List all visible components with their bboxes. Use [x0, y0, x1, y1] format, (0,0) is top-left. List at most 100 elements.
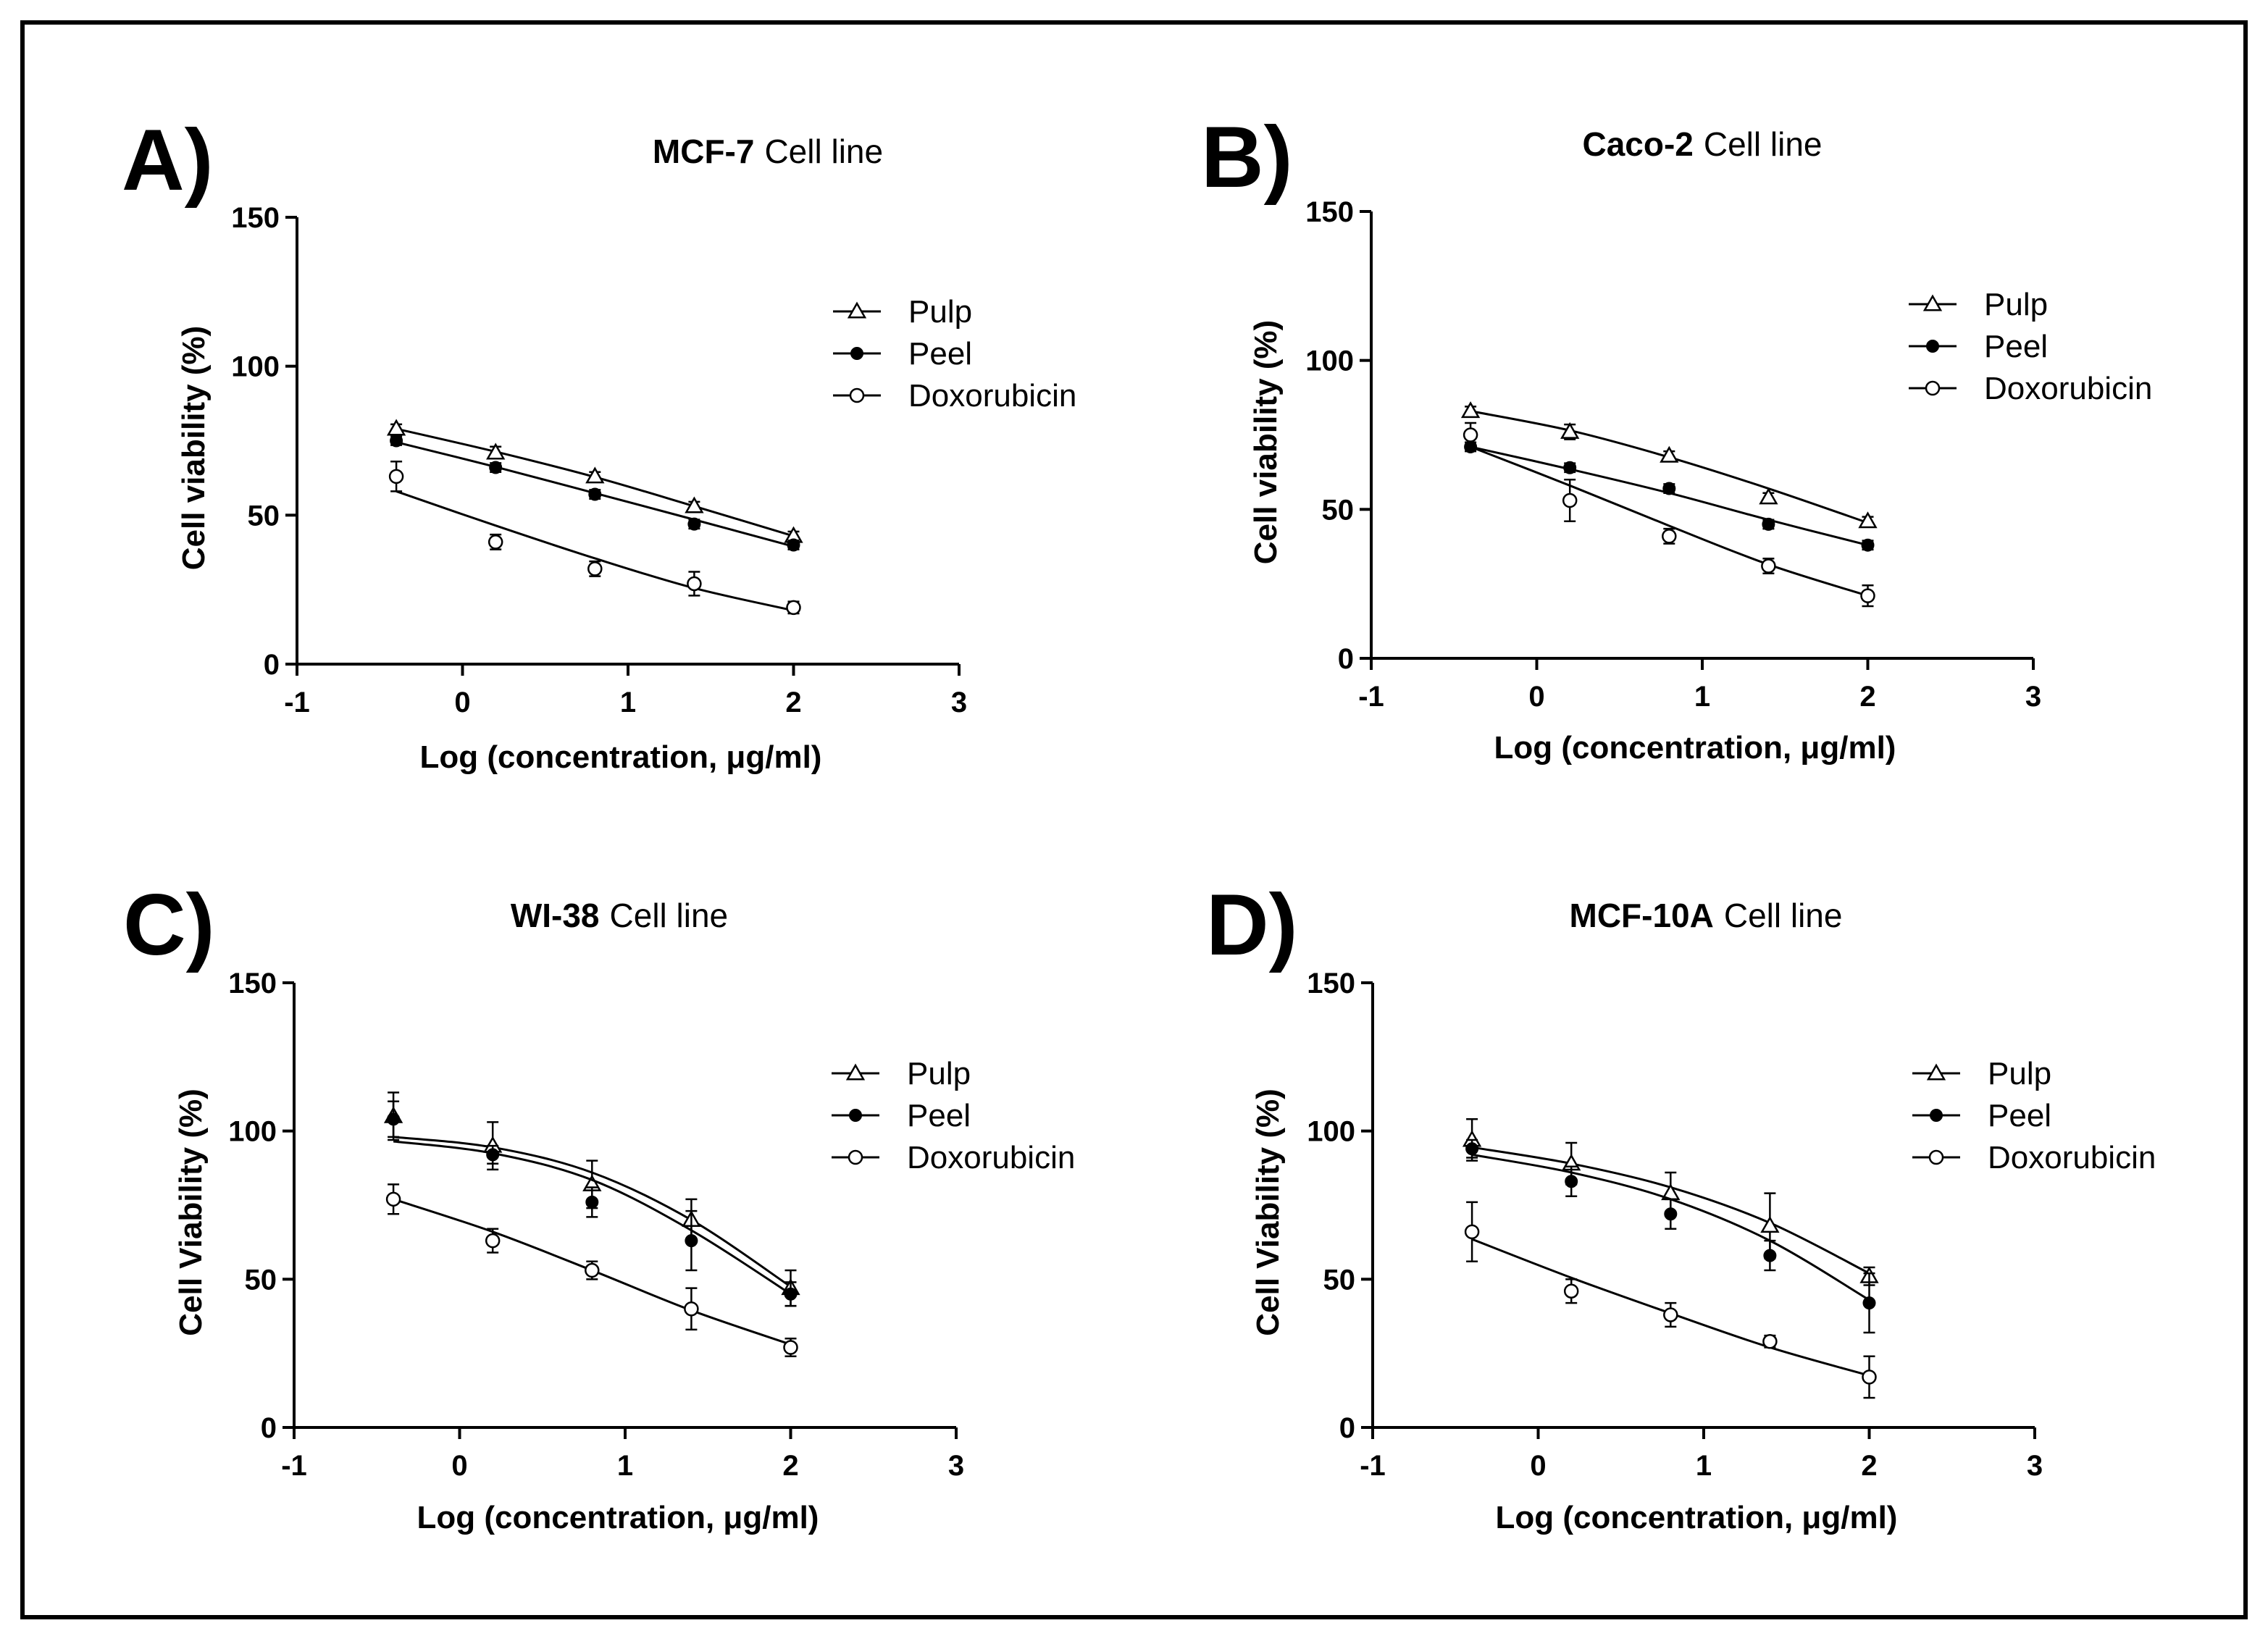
- panel-label: B): [1201, 109, 1293, 206]
- data-point: [585, 1195, 599, 1209]
- fit-curve: [1470, 445, 1868, 597]
- panel-label: D): [1206, 876, 1298, 973]
- data-point: [1465, 1142, 1479, 1156]
- legend-label: Doxorubicin: [908, 378, 1076, 414]
- data-point: [687, 517, 701, 531]
- series-pulp: [386, 419, 803, 543]
- series-peel: [1464, 440, 1875, 552]
- series-doxorubicin: [385, 1183, 798, 1358]
- x-axis-label: Log (concentration, μg/ml): [417, 1500, 819, 1535]
- y-axis-label: Cell viability (%): [1248, 320, 1284, 564]
- data-point: [684, 1301, 699, 1317]
- chart-title-cell-name: Caco-2: [1582, 125, 1693, 163]
- x-tick-label: 3: [2025, 681, 2041, 713]
- panel-label: C): [123, 876, 215, 973]
- data-point: [1861, 538, 1875, 552]
- legend-label: Pulp: [908, 294, 972, 330]
- data-point: [587, 561, 603, 576]
- legend-label: Peel: [1988, 1098, 2051, 1133]
- x-tick-label: -1: [1358, 681, 1384, 713]
- y-tick-label: 150: [228, 968, 277, 999]
- x-tick-label: -1: [1360, 1450, 1386, 1482]
- data-point: [1662, 529, 1677, 544]
- data-point: [485, 1233, 501, 1249]
- legend-marker: [849, 1109, 862, 1122]
- legend-marker: [845, 1063, 866, 1081]
- x-tick-label: 2: [782, 1450, 798, 1482]
- y-tick-label: 50: [1323, 1264, 1356, 1296]
- x-tick-label: 0: [1530, 1450, 1546, 1482]
- y-tick-label: 150: [1307, 968, 1355, 999]
- fit-curve: [393, 1140, 792, 1296]
- y-axis-label: Cell viability (%): [176, 326, 212, 570]
- x-tick-label: 0: [454, 687, 470, 718]
- x-tick-label: 3: [951, 687, 967, 718]
- legend-label: Doxorubicin: [1984, 371, 2152, 406]
- x-tick-label: 2: [1861, 1450, 1877, 1482]
- legend: Pulp Peel Doxorubicin: [832, 1056, 1075, 1175]
- legend-marker: [1926, 1063, 1946, 1081]
- data-point: [588, 487, 602, 501]
- chart-title-suffix: Cell line: [1724, 897, 1843, 934]
- fit-curve: [396, 490, 794, 612]
- data-point: [787, 538, 800, 552]
- x-tick-label: 1: [620, 687, 636, 718]
- data-point: [685, 1234, 698, 1248]
- data-point: [1761, 558, 1776, 574]
- x-axis-label: Log (concentration, μg/ml): [1494, 730, 1896, 766]
- data-point: [385, 1191, 401, 1207]
- chart-title-cell-name: MCF-7: [653, 133, 755, 170]
- legend-label: Pulp: [907, 1056, 971, 1091]
- data-point: [1759, 487, 1778, 505]
- data-point: [786, 600, 801, 616]
- legend-label: Doxorubicin: [907, 1140, 1075, 1175]
- data-point: [486, 443, 506, 460]
- data-point: [1862, 1370, 1877, 1385]
- series-peel: [390, 434, 800, 552]
- data-point: [1563, 461, 1577, 474]
- data-point: [1858, 511, 1878, 529]
- legend-marker: [1930, 1109, 1943, 1122]
- chart-title-suffix: Cell line: [610, 897, 729, 934]
- series-doxorubicin: [388, 461, 801, 616]
- data-point: [387, 1112, 401, 1126]
- x-tick-label: 1: [1696, 1450, 1712, 1482]
- x-tick-label: 0: [1528, 681, 1544, 713]
- data-point: [1565, 1175, 1578, 1188]
- data-point: [488, 534, 503, 550]
- data-point: [784, 1287, 798, 1301]
- legend-marker: [1926, 340, 1939, 353]
- x-tick-label: -1: [281, 1450, 307, 1482]
- data-point: [1763, 1249, 1777, 1262]
- legend-marker: [1928, 1149, 1944, 1165]
- y-tick-label: 100: [228, 1116, 277, 1148]
- x-tick-label: 1: [1694, 681, 1710, 713]
- y-tick-label: 100: [1305, 345, 1354, 377]
- y-tick-label: 100: [1307, 1116, 1355, 1148]
- data-point: [1862, 1296, 1876, 1310]
- data-point: [685, 496, 704, 513]
- chart-title-cell-name: WI-38: [511, 897, 600, 934]
- data-point: [390, 434, 403, 448]
- legend: Pulp Peel Doxorubicin: [1909, 287, 2152, 406]
- legend: Pulp Peel Doxorubicin: [833, 294, 1076, 414]
- data-point: [1563, 1283, 1579, 1299]
- x-tick-label: -1: [284, 687, 310, 718]
- legend-marker: [1925, 380, 1941, 396]
- y-tick-label: 150: [1305, 196, 1354, 228]
- legend-label: Peel: [1984, 329, 2048, 364]
- fit-curve: [1470, 410, 1868, 524]
- data-point: [489, 461, 503, 474]
- x-tick-label: 0: [451, 1450, 467, 1482]
- x-axis-label: Log (concentration, μg/ml): [420, 739, 822, 775]
- legend-marker: [1922, 294, 1943, 311]
- chart-title: MCF-7 Cell line: [653, 133, 883, 170]
- figure-frame: [20, 20, 2248, 1619]
- data-point: [687, 576, 702, 592]
- series-pulp: [1460, 401, 1878, 529]
- x-tick-label: 2: [1859, 681, 1875, 713]
- series-doxorubicin: [1463, 422, 1875, 608]
